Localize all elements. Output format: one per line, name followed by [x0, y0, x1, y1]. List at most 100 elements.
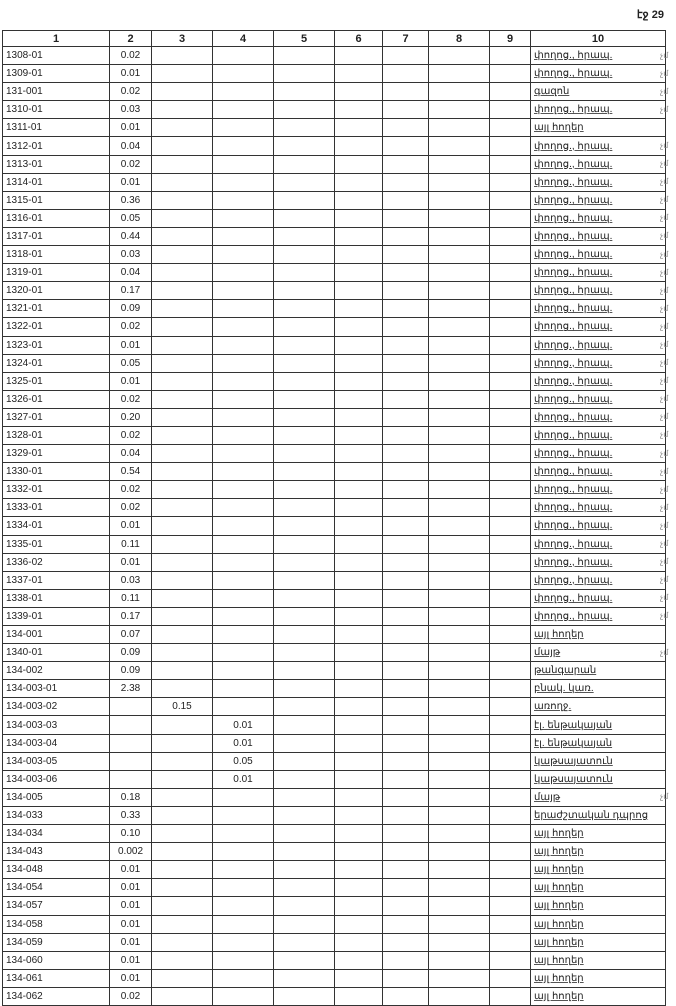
cell-col-5 — [273, 100, 335, 120]
cell-col-8 — [428, 172, 490, 192]
cell-col-2: 0.09 — [109, 643, 152, 663]
cell-col-4 — [212, 263, 274, 283]
cell-col-10: փողոց., հրապ. — [530, 263, 666, 283]
cell-col-4 — [212, 950, 274, 970]
cell-col-8 — [428, 805, 490, 826]
cell-col-3 — [151, 896, 213, 916]
cell-col-1: 1310-01 — [2, 100, 110, 120]
cell-col-6 — [334, 498, 383, 518]
cell-col-10: այլ հողեր — [530, 932, 666, 952]
cell-col-10: փողոց., հրապ. — [530, 606, 666, 627]
cell-col-2: 0.01 — [109, 516, 152, 536]
cell-col-6 — [334, 190, 383, 210]
cell-col-1: 1319-01 — [2, 263, 110, 283]
cell-col-6 — [334, 824, 383, 844]
cell-col-8 — [428, 82, 490, 102]
cell-col-2: 0.02 — [109, 389, 152, 409]
table-row: 1319-01 0.04 փողոց., հրապ. — [2, 263, 666, 283]
cell-col-4 — [212, 679, 274, 699]
cell-col-3 — [151, 534, 213, 554]
cell-col-3 — [151, 136, 213, 156]
table-row: 1311-01 0.01 այլ հողեր — [2, 118, 666, 138]
cell-col-9 — [489, 643, 531, 663]
cell-col-9 — [489, 842, 531, 862]
margin-mark: չմ — [660, 448, 669, 458]
cell-col-5 — [273, 444, 335, 464]
cell-col-8 — [428, 932, 490, 952]
cell-col-5 — [273, 896, 335, 916]
cell-col-4 — [212, 643, 274, 663]
cell-col-2 — [109, 733, 152, 753]
cell-col-6 — [334, 878, 383, 898]
cell-col-1: 1316-01 — [2, 208, 110, 228]
cell-col-6 — [334, 715, 383, 735]
cell-col-9 — [489, 787, 531, 807]
cell-col-9 — [489, 190, 531, 210]
cell-col-5 — [273, 588, 335, 608]
cell-col-2: 0.01 — [109, 950, 152, 970]
cell-col-6 — [334, 606, 383, 627]
cell-col-6 — [334, 64, 383, 84]
cell-col-6 — [334, 751, 383, 771]
cell-col-2: 0.01 — [109, 878, 152, 898]
cell-col-10: փողոց., հրապ. — [530, 444, 666, 464]
cell-col-1: 134-033 — [2, 805, 110, 826]
cell-col-6 — [334, 82, 383, 102]
cell-col-1: 1308-01 — [2, 45, 110, 66]
cell-col-2: 0.01 — [109, 552, 152, 572]
cell-col-7 — [382, 100, 429, 120]
cell-col-1: 1339-01 — [2, 606, 110, 627]
cell-col-9 — [489, 263, 531, 283]
cell-col-10: փողոց., հրապ. — [530, 371, 666, 391]
cell-col-7 — [382, 299, 429, 319]
cell-col-1: 134-054 — [2, 878, 110, 898]
cell-col-8 — [428, 606, 490, 627]
cell-col-3 — [151, 588, 213, 608]
cell-col-7 — [382, 950, 429, 970]
cell-col-3 — [151, 498, 213, 518]
cell-col-1: 1323-01 — [2, 335, 110, 355]
cell-col-10: փողոց., հրապ. — [530, 226, 666, 247]
cell-col-3 — [151, 570, 213, 590]
cell-col-3 — [151, 624, 213, 645]
cell-col-2: 0.04 — [109, 136, 152, 156]
table-row: 1315-01 0.36 փողոց., հրապ. — [2, 190, 666, 210]
cell-col-5 — [273, 805, 335, 826]
table-row: 1310-01 0.03 փողոց., հրապ. — [2, 100, 666, 120]
cell-col-8 — [428, 480, 490, 500]
table-row: 1321-01 0.09 փողոց., հրապ. — [2, 299, 666, 319]
cell-col-2: 0.01 — [109, 860, 152, 880]
cell-col-3 — [151, 751, 213, 771]
cell-col-2: 0.02 — [109, 498, 152, 518]
cell-col-8 — [428, 914, 490, 934]
cell-col-4 — [212, 588, 274, 608]
cell-col-8 — [428, 769, 490, 789]
cell-col-5 — [273, 733, 335, 753]
table-row: 134-002 0.09 թանգարան — [2, 661, 666, 681]
cell-col-9 — [489, 968, 531, 988]
cell-col-7 — [382, 661, 429, 681]
cell-col-2: 0.17 — [109, 606, 152, 627]
cell-col-3 — [151, 389, 213, 409]
cell-col-4 — [212, 805, 274, 826]
cell-col-7 — [382, 516, 429, 536]
cell-col-10: փողոց., հրապ. — [530, 552, 666, 572]
cell-col-5 — [273, 715, 335, 735]
cell-col-4 — [212, 842, 274, 862]
cell-col-2: 0.44 — [109, 226, 152, 247]
cell-col-4 — [212, 932, 274, 952]
cell-col-1: 134-059 — [2, 932, 110, 952]
cell-col-7 — [382, 371, 429, 391]
table-row: 1318-01 0.03 փողոց., հրապ. — [2, 245, 666, 265]
table-row: 1313-01 0.02 փողոց., հրապ. — [2, 154, 666, 174]
column-header: 1 — [2, 30, 110, 47]
cell-col-9 — [489, 552, 531, 572]
cell-col-4 — [212, 462, 274, 482]
table-row: 134-003-02 0.15 առողջ. — [2, 697, 666, 717]
cell-col-7 — [382, 136, 429, 156]
cell-col-9 — [489, 896, 531, 916]
cell-col-3 — [151, 606, 213, 627]
cell-col-6 — [334, 208, 383, 228]
margin-mark: չմ — [660, 647, 669, 657]
cell-col-8 — [428, 190, 490, 210]
